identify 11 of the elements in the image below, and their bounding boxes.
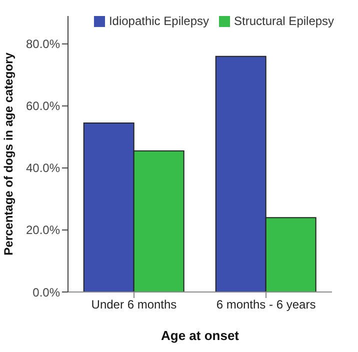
- legend-label: Idiopathic Epilepsy: [108, 14, 209, 28]
- legend-label: Structural Epilepsy: [234, 14, 334, 28]
- y-tick-label: 20.0%: [26, 223, 60, 238]
- y-tick-label: 80.0%: [26, 37, 60, 52]
- x-tick-label: Under 6 months: [91, 298, 177, 312]
- y-axis-title: Percentage of dogs in age category: [1, 52, 16, 256]
- y-tick-label: 60.0%: [26, 99, 60, 114]
- x-tick-label: 6 months - 6 years: [216, 298, 316, 312]
- y-tick-label: 0.0%: [32, 285, 60, 300]
- x-axis-title: Age at onset: [160, 328, 240, 343]
- y-tick-label: 40.0%: [26, 161, 60, 176]
